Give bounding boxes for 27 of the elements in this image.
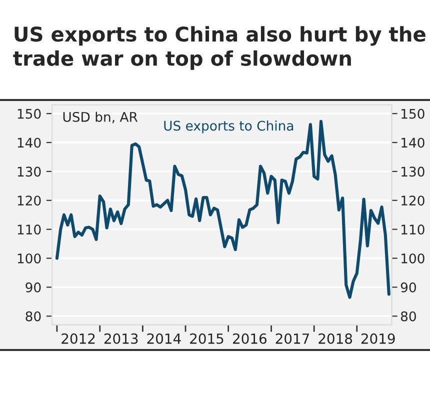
y-tick-label: 100: [18, 253, 41, 264]
x-tick-label: 2016: [233, 333, 266, 344]
y-tick-label: 120: [18, 196, 41, 206]
x-tick-label: 2012: [62, 333, 95, 344]
x-tick-label: 2014: [147, 333, 181, 344]
y-tick-label: 150: [18, 108, 41, 119]
x-tick-label: 2018: [318, 333, 352, 344]
y-tick-label: 110: [18, 224, 41, 235]
y2-tick-label: 100: [402, 253, 424, 264]
y-tick-label: 80: [26, 311, 41, 322]
x-tick-label: 2015: [190, 333, 224, 344]
y-tick-label: 140: [18, 138, 41, 148]
y2-tick-label: 90: [400, 282, 416, 292]
y-axis-title: USD bn, AR: [63, 112, 138, 124]
x-tick-label: 2013: [104, 333, 138, 344]
y2-tick-label: 80: [400, 311, 416, 322]
y2-tick-label: 110: [402, 224, 424, 235]
y2-tick-label: 130: [402, 166, 424, 177]
x-tick-label: 2019: [361, 333, 395, 344]
y2-tick-label: 150: [402, 108, 424, 119]
series-label: US exports to China: [164, 120, 294, 134]
x-tick-label: 2017: [276, 333, 309, 344]
y2-tick-label: 140: [402, 138, 424, 148]
y2-tick-label: 120: [402, 196, 424, 206]
y-tick-label: 130: [18, 166, 41, 177]
y-tick-label: 90: [26, 282, 41, 292]
chart-title: US exports to China also hurt by the trade war on top of slowdown: [13, 26, 426, 70]
